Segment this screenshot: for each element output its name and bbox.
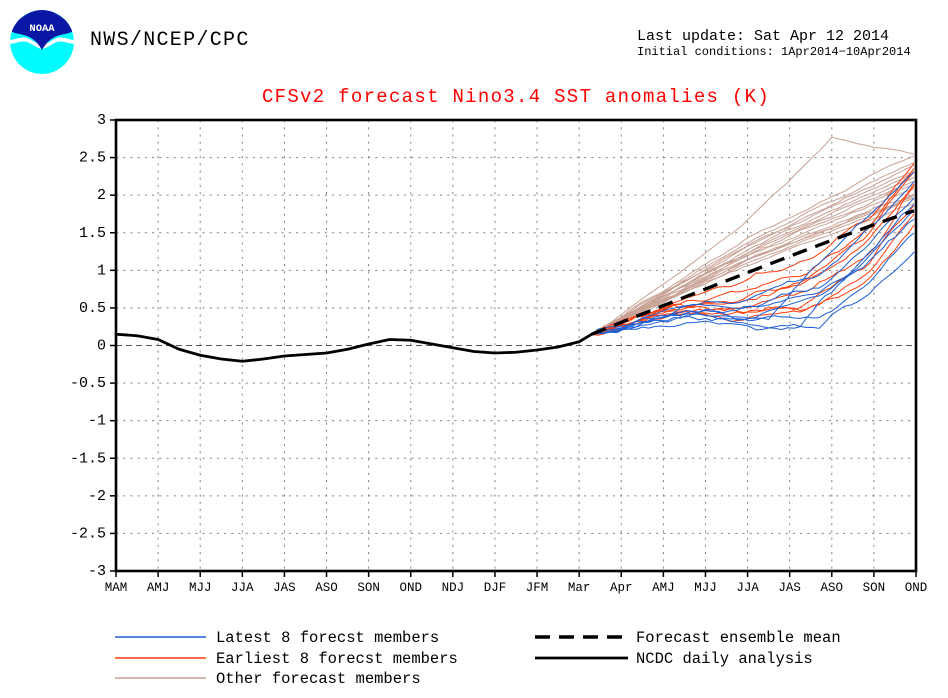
svg-text:Latest 8 forecst members: Latest 8 forecst members [216,629,439,647]
svg-text:Forecast ensemble mean: Forecast ensemble mean [636,629,841,647]
svg-text:Earliest 8 forecst members: Earliest 8 forecst members [216,650,458,668]
svg-text:Other forecast members: Other forecast members [216,670,421,688]
svg-text:NCDC daily analysis: NCDC daily analysis [636,650,813,668]
